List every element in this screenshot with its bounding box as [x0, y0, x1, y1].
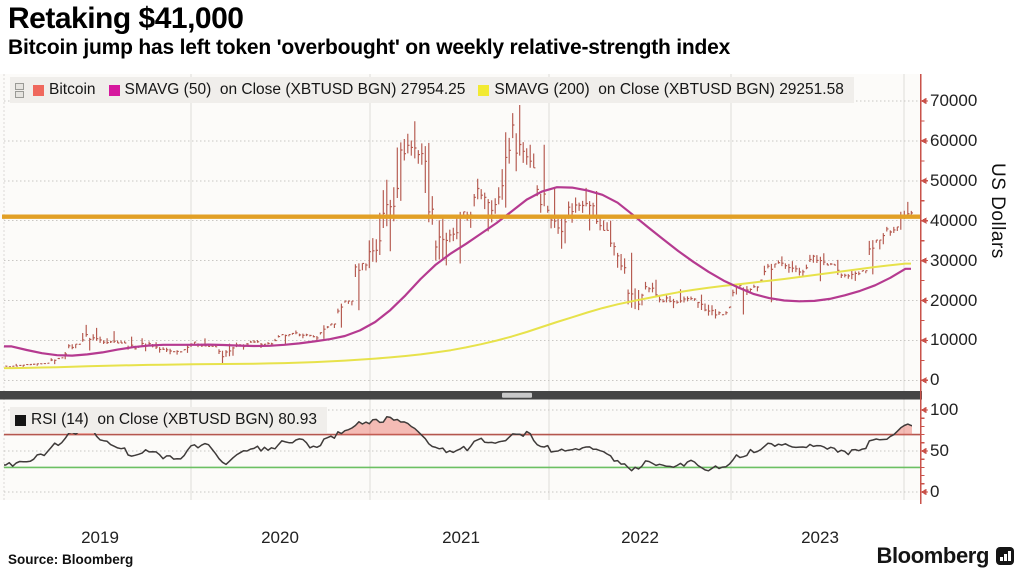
- smavg200-line: [4, 262, 911, 370]
- legend-label: RSI (14) on Close (XBTUSD BGN) 80.93: [31, 411, 317, 428]
- panel-resize-handle[interactable]: [502, 392, 532, 398]
- legend-label: SMAVG (50) on Close (XBTUSD BGN) 27954.2…: [124, 81, 466, 98]
- price-axis-tick: 50000: [930, 170, 978, 190]
- bloomberg-wordmark: Bloomberg: [876, 543, 989, 568]
- price-axis: [919, 74, 928, 504]
- rsi-legend: RSI (14) on Close (XBTUSD BGN) 80.93: [10, 407, 327, 433]
- rsi-axis-tick: 0: [930, 482, 940, 501]
- smavg50-swatch: [108, 84, 120, 96]
- legend-item-smavg200: SMAVG (200) on Close (XBTUSD BGN) 29251.…: [478, 81, 844, 99]
- page-subtitle: Bitcoin jump has left token 'overbought'…: [8, 36, 731, 59]
- legend-item-smavg50: SMAVG (50) on Close (XBTUSD BGN) 27954.2…: [108, 81, 466, 99]
- price-axis-tick: 30000: [930, 250, 978, 270]
- price-axis-tick: 60000: [930, 130, 978, 150]
- smavg50-line: [4, 186, 911, 357]
- price-axis-tick: 10000: [930, 330, 978, 350]
- legend-label: Bitcoin: [49, 81, 96, 98]
- year-label: 2020: [261, 528, 299, 547]
- price-axis-tick: 70000: [930, 91, 978, 110]
- price-axis-tick: 20000: [930, 290, 978, 310]
- rsi-swatch: [15, 414, 26, 426]
- rsi-axis-tick: 100: [930, 400, 959, 419]
- year-label: 2022: [621, 528, 659, 547]
- rsi-axis-tick: 50: [930, 441, 949, 460]
- smavg200-swatch: [478, 84, 490, 96]
- page-title: Retaking $41,000: [8, 2, 244, 35]
- bloomberg-logo-icon: [996, 547, 1014, 565]
- plot-background: [0, 74, 922, 500]
- legend-item-rsi: RSI (14) on Close (XBTUSD BGN) 80.93: [15, 411, 317, 429]
- source-note: Source: Bloomberg: [8, 552, 134, 567]
- panel-separator: [0, 391, 922, 400]
- legend-collapse-icon[interactable]: [15, 82, 24, 98]
- legend-label: SMAVG (200) on Close (XBTUSD BGN) 29251.…: [494, 81, 844, 98]
- legend-item-bitcoin: Bitcoin: [33, 81, 96, 99]
- year-label: 2023: [801, 528, 839, 547]
- bitcoin-price-bars: [5, 105, 913, 368]
- rsi-line: [4, 416, 913, 472]
- price-legend: Bitcoin SMAVG (50) on Close (XBTUSD BGN)…: [10, 77, 854, 103]
- price-axis-tick: 40000: [930, 210, 978, 230]
- year-label: 2021: [442, 528, 480, 547]
- price-axis-tick: 0: [930, 370, 940, 390]
- bitcoin-swatch: [33, 84, 44, 96]
- year-label: 2019: [81, 528, 119, 547]
- bloomberg-brand: Bloomberg: [876, 543, 1014, 569]
- price-axis-title: US Dollars: [987, 163, 1008, 259]
